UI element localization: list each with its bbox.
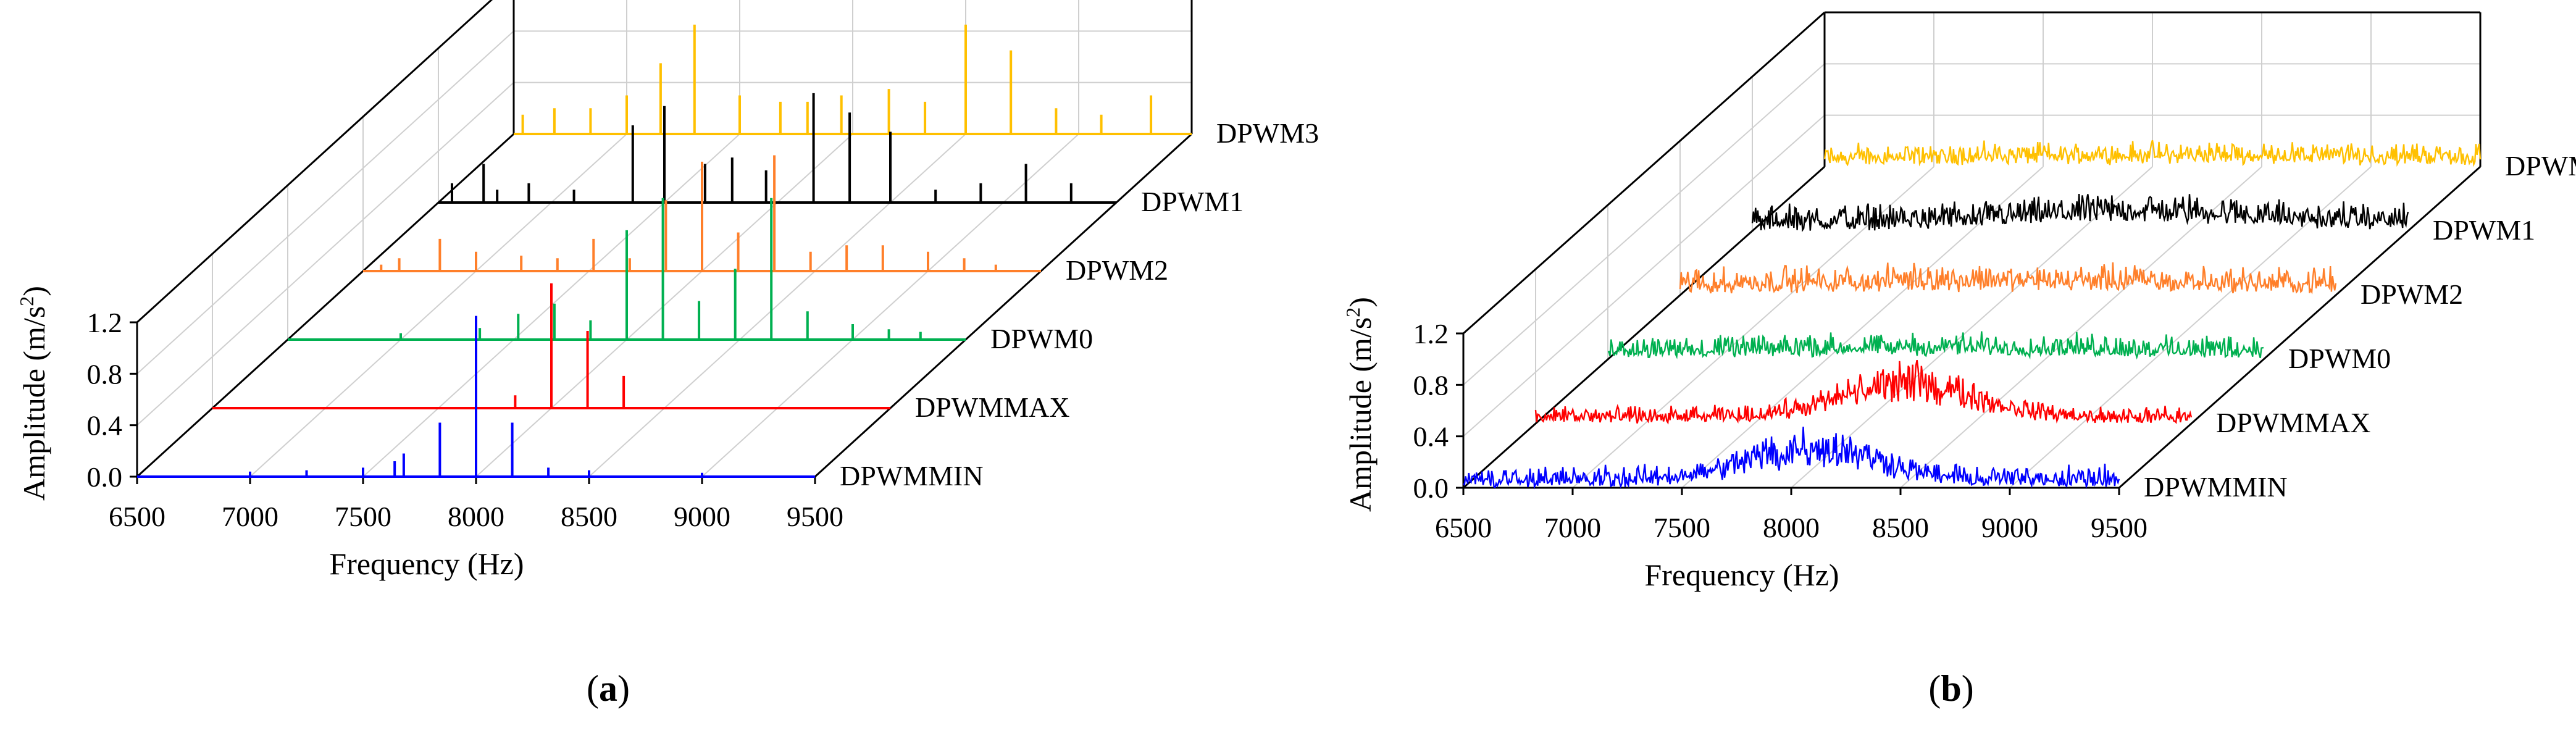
series-label-dpwm2: DPWM2 — [2361, 278, 2463, 310]
series-label-dpwm3: DPWM3 — [2505, 150, 2576, 182]
floor-gridline — [249, 133, 627, 477]
y-tick-label: 0.8 — [87, 358, 123, 390]
series-line-dpwmmax — [1534, 359, 2193, 425]
series-label-dpwm0: DPWM0 — [990, 323, 1093, 354]
series-label-dpwm1: DPWM1 — [1141, 186, 1244, 217]
series-line-dpwmmin — [137, 316, 815, 478]
series-label-dpwm1: DPWM1 — [2433, 214, 2535, 246]
y-tick-label: 1.2 — [1413, 318, 1449, 349]
y-tick-label: 0.0 — [87, 461, 123, 493]
series-label-dpwmmax: DPWMMAX — [915, 391, 1069, 423]
floor-gridline — [1791, 166, 2153, 488]
chart-panel-a: 6500 7000 7500 8000 8500 9000 9500 0.0 0.4 0.8 1.2… — [15, 0, 1319, 581]
caption-b: (b) — [1928, 668, 1973, 709]
series-line-dpwm3 — [1823, 140, 2482, 167]
sidewall-gridline — [136, 30, 514, 375]
series-line-dpwm0 — [1607, 331, 2264, 360]
y-tick-label: 0.0 — [1413, 472, 1449, 504]
series-line-dpwmmin — [1463, 427, 2120, 490]
x-tick-label: 9500 — [2091, 512, 2147, 543]
series-label-dpwmmin: DPWMMIN — [2144, 471, 2288, 503]
floor-gridline — [701, 133, 1079, 477]
y-tick-label: 0.4 — [1413, 421, 1449, 453]
x-tick-label: 7000 — [1544, 512, 1601, 543]
floor-gridline — [588, 133, 966, 477]
x-tick-label: 6500 — [1435, 512, 1492, 543]
caption-a: (a) — [587, 668, 630, 709]
sidewall-gridline — [1463, 114, 1825, 437]
floor-gridline — [475, 133, 853, 477]
x-tick-label: 6500 — [109, 501, 165, 532]
series-line-dpwmmax — [212, 283, 890, 409]
series-line-dpwm2 — [363, 155, 1041, 272]
y-axis-label: Amplitude (m/s2) — [1342, 297, 1378, 512]
series-label-dpwm2: DPWM2 — [1066, 254, 1168, 286]
series-label-dpwm3: DPWM3 — [1216, 117, 1319, 149]
series-label-dpwmmax: DPWMMAX — [2216, 407, 2370, 438]
series-line-dpwm0 — [288, 198, 966, 341]
x-tick-label: 7000 — [222, 501, 278, 532]
series-label-dpwmmin: DPWMMIN — [840, 460, 984, 491]
x-axis-label: Frequency (Hz) — [329, 546, 524, 581]
y-tick-label: 0.4 — [87, 410, 123, 441]
x-tick-label: 9000 — [1981, 512, 2038, 543]
series-line-dpwm1 — [1751, 193, 2409, 232]
x-tick-label: 9000 — [674, 501, 730, 532]
floor-gridline — [1900, 166, 2262, 488]
x-tick-label: 7500 — [335, 501, 391, 532]
series-line-dpwm3 — [514, 24, 1192, 135]
chart-panel-b: 6500 7000 7500 8000 8500 9000 9500 0.0 0.4 0.8 1.2… — [1342, 11, 2576, 592]
x-tick-label: 8500 — [1872, 512, 1929, 543]
x-tick-label: 8500 — [561, 501, 617, 532]
y-tick-label: 0.8 — [1413, 369, 1449, 401]
x-tick-label: 9500 — [787, 501, 843, 532]
axis-box-line — [136, 0, 493, 324]
series-label-dpwm0: DPWM0 — [2288, 343, 2391, 374]
sidewall-gridline — [136, 82, 514, 426]
y-axis-label: Amplitude (m/s2) — [15, 286, 51, 501]
axis-box-line — [2118, 165, 2481, 489]
x-tick-label: 8000 — [1763, 512, 1820, 543]
series-line-dpwm1 — [438, 93, 1116, 204]
x-tick-label: 8000 — [448, 501, 504, 532]
sidewall-gridline — [1463, 63, 1825, 386]
series-line-dpwm2 — [1679, 262, 2337, 295]
axis-box-line — [1463, 11, 1825, 335]
x-tick-label: 7500 — [1654, 512, 1710, 543]
y-tick-label: 1.2 — [87, 307, 123, 338]
x-axis-label: Frequency (Hz) — [1644, 558, 1839, 592]
axis-box-line — [814, 133, 1193, 478]
